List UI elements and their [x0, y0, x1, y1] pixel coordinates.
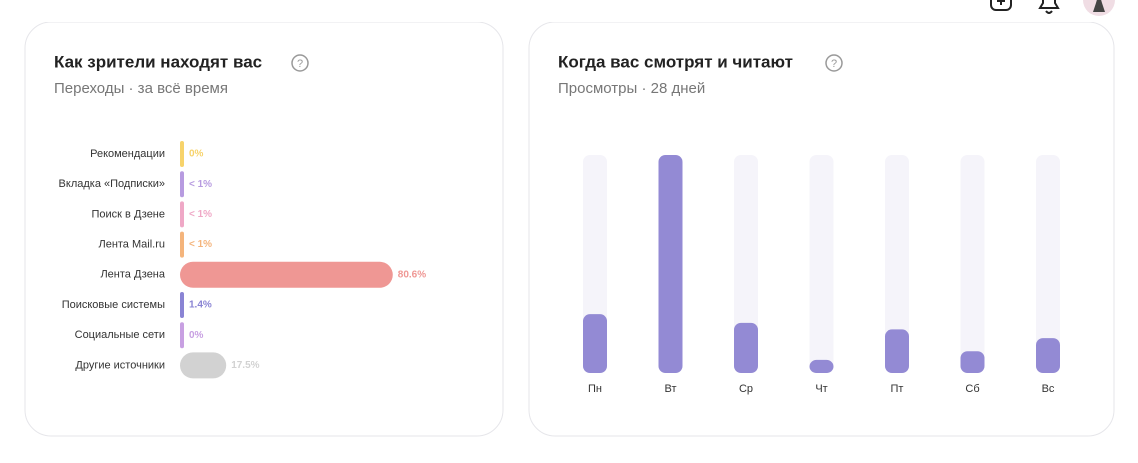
category-label: Лента Дзена: [100, 269, 165, 281]
bar: [885, 329, 909, 373]
bar: [180, 231, 184, 258]
bar: [180, 352, 227, 379]
value-label: 0%: [189, 330, 204, 341]
card-subtitle: Переходы · за всё время: [54, 80, 228, 97]
bar-track: [734, 155, 758, 373]
svg-text:?: ?: [831, 58, 837, 70]
category-label: Поисковые системы: [62, 299, 165, 311]
value-label: < 1%: [189, 209, 212, 220]
bar: [583, 314, 607, 373]
help-icon[interactable]: ?: [825, 54, 843, 72]
bar: [180, 171, 184, 198]
category-label: Социальные сети: [75, 329, 165, 341]
bar-track: [1036, 155, 1060, 373]
value-label: 1.4%: [189, 300, 212, 311]
bar: [658, 155, 683, 373]
add-button[interactable]: [990, 0, 1012, 11]
card-title: Когда вас смотрят и читают: [558, 52, 793, 71]
category-label: Рекомендации: [90, 148, 165, 160]
value-label: < 1%: [189, 179, 212, 190]
x-tick-label: Пн: [588, 383, 602, 395]
x-tick-label: Сб: [965, 383, 979, 395]
bar: [180, 292, 184, 318]
x-tick-label: Пт: [891, 383, 904, 395]
help-icon[interactable]: ?: [291, 54, 309, 72]
header-bg: [0, 0, 1138, 22]
bar: [180, 261, 393, 288]
avatar[interactable]: [1083, 0, 1115, 16]
x-tick-label: Ср: [739, 383, 753, 395]
value-label: < 1%: [189, 239, 212, 250]
bar: [809, 359, 834, 373]
x-tick-label: Чт: [815, 383, 827, 395]
svg-text:?: ?: [297, 58, 303, 70]
bar-track: [960, 155, 985, 373]
value-label: 17.5%: [231, 360, 259, 371]
bar-track: [809, 155, 834, 373]
value-label: 80.6%: [398, 269, 426, 280]
bar: [180, 201, 184, 228]
category-label: Вкладка «Подписки»: [59, 178, 165, 190]
value-label: 0%: [189, 149, 204, 160]
bar: [180, 322, 184, 349]
card-subtitle: Просмотры · 28 дней: [558, 80, 705, 97]
category-label: Другие источники: [75, 359, 165, 371]
category-label: Лента Mail.ru: [98, 239, 165, 251]
bar: [1036, 338, 1060, 373]
notifications-button[interactable]: [1038, 0, 1060, 14]
x-tick-label: Вт: [664, 383, 676, 395]
bar-track: [885, 155, 909, 373]
category-label: Поиск в Дзене: [92, 208, 165, 220]
card-title: Как зрители находят вас: [54, 52, 262, 71]
bar: [960, 351, 985, 373]
bar: [734, 322, 758, 373]
x-tick-label: Вс: [1042, 383, 1055, 395]
bar: [180, 141, 184, 167]
